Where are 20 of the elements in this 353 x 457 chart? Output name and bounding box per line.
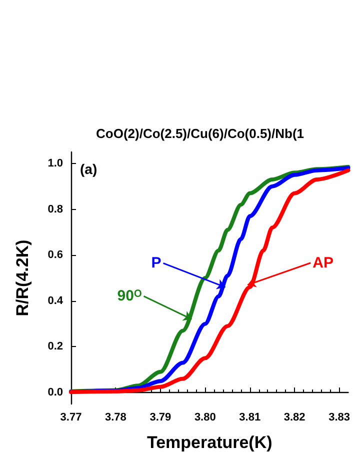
x-tick-label: 3.81 bbox=[239, 412, 261, 424]
y-tick-label: 0.6 bbox=[48, 249, 63, 262]
y-axis-title: R/R(4.2K) bbox=[13, 240, 32, 316]
y-tick-label: 0.2 bbox=[48, 340, 63, 353]
x-tick-label: 3.80 bbox=[194, 412, 216, 424]
y-tick-label: 0.4 bbox=[48, 294, 64, 307]
x-tick-label: 3.78 bbox=[105, 412, 126, 424]
y-tick-label: 0.8 bbox=[48, 203, 63, 216]
annotation: (a) bbox=[80, 161, 98, 177]
x-tick-label: 3.83 bbox=[328, 412, 350, 424]
annotation: P bbox=[151, 254, 162, 272]
annotation: AP bbox=[312, 254, 334, 272]
y-tick-label: 1.0 bbox=[48, 157, 63, 170]
x-tick-label: 3.77 bbox=[60, 412, 82, 424]
x-tick-label: 3.79 bbox=[150, 412, 172, 424]
annotation: 90ᴼ bbox=[117, 288, 142, 305]
chart-title: CoO(2)/Co(2.5)/Cu(6)/Co(0.5)/Nb(1 bbox=[96, 126, 304, 141]
y-tick-label: 0.0 bbox=[48, 386, 63, 399]
x-axis-title: Temperature(K) bbox=[146, 433, 272, 452]
x-tick-label: 3.82 bbox=[284, 412, 306, 424]
